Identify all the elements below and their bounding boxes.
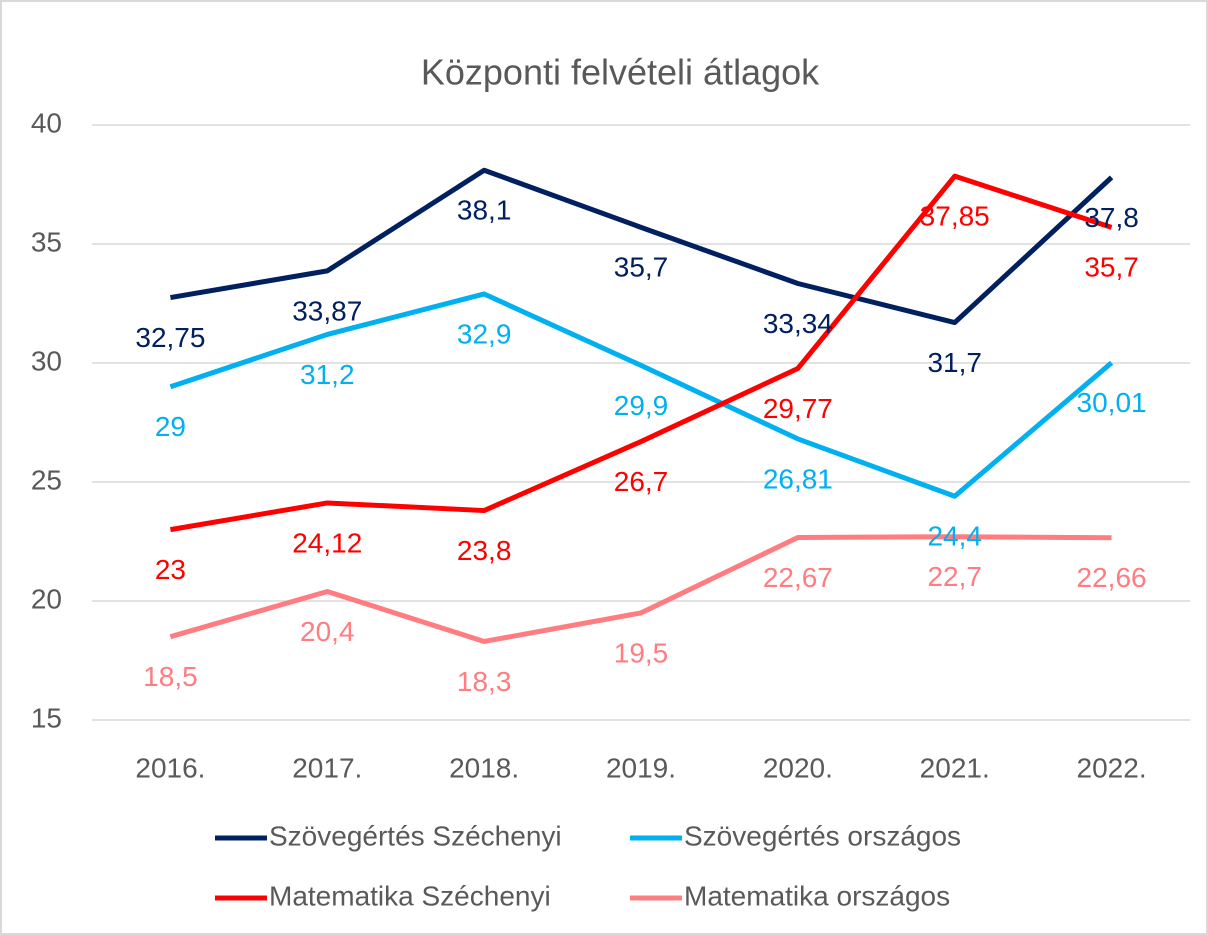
data-label: 23,8 xyxy=(457,535,512,566)
legend-label: Matematika országos xyxy=(684,880,950,911)
y-tick-label: 35 xyxy=(31,226,62,257)
data-label: 37,85 xyxy=(920,201,990,232)
data-label: 24,4 xyxy=(927,521,982,552)
data-label: 32,75 xyxy=(135,322,205,353)
legend-label: Szövegértés Széchenyi xyxy=(269,820,562,851)
y-tick-label: 15 xyxy=(31,702,62,733)
legend-label: Szövegértés országos xyxy=(684,820,961,851)
data-label: 38,1 xyxy=(457,195,512,226)
x-tick-label: 2016. xyxy=(135,752,205,783)
data-label: 24,12 xyxy=(292,527,362,558)
data-label: 31,7 xyxy=(927,347,982,378)
data-label: 32,9 xyxy=(457,318,512,349)
series-line xyxy=(170,167,1114,326)
data-label: 37,8 xyxy=(1084,202,1139,233)
chart-title: Központi felvételi átlagok xyxy=(421,52,820,93)
data-label: 33,87 xyxy=(292,295,362,326)
data-label: 22,7 xyxy=(927,561,982,592)
data-label: 30,01 xyxy=(1077,387,1147,418)
x-tick-label: 2018. xyxy=(449,752,519,783)
y-tick-label: 40 xyxy=(31,107,62,138)
legend-label: Matematika Széchenyi xyxy=(269,880,551,911)
data-label: 29,9 xyxy=(614,390,669,421)
series-line xyxy=(169,534,1112,644)
data-label: 19,5 xyxy=(614,637,669,668)
x-tick-label: 2022. xyxy=(1077,752,1147,783)
data-label: 26,7 xyxy=(614,466,669,497)
data-label: 26,81 xyxy=(763,463,833,494)
data-label: 22,66 xyxy=(1077,562,1147,593)
y-tick-label: 30 xyxy=(31,345,62,376)
data-label: 31,2 xyxy=(300,359,355,390)
x-tick-label: 2020. xyxy=(763,752,833,783)
data-label: 35,7 xyxy=(1084,252,1139,283)
data-label: 23 xyxy=(155,554,186,585)
data-label: 20,4 xyxy=(300,616,355,647)
data-label: 29 xyxy=(155,411,186,442)
x-tick-label: 2019. xyxy=(606,752,676,783)
data-label: 18,3 xyxy=(457,666,512,697)
y-tick-label: 25 xyxy=(31,464,62,495)
data-label: 35,7 xyxy=(614,252,669,283)
data-label: 18,5 xyxy=(143,661,198,692)
x-tick-label: 2017. xyxy=(292,752,362,783)
x-tick-label: 2021. xyxy=(920,752,990,783)
y-tick-label: 20 xyxy=(31,583,62,614)
data-label: 33,34 xyxy=(763,308,833,339)
data-label: 29,77 xyxy=(763,393,833,424)
series-line xyxy=(169,291,1114,499)
series-line xyxy=(170,173,1113,533)
data-label: 22,67 xyxy=(763,562,833,593)
